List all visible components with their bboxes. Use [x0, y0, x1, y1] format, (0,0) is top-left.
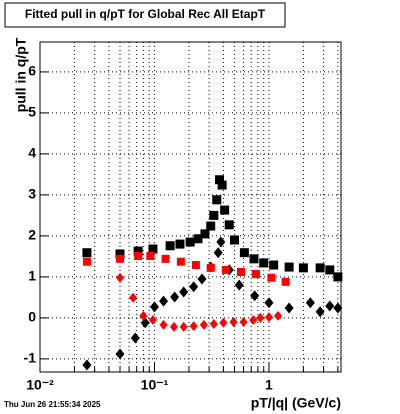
footer-timestamp: Thu Jun 26 21:55:34 2025	[4, 400, 101, 409]
data-point	[189, 281, 199, 293]
data-point	[148, 244, 158, 254]
data-point	[82, 359, 92, 371]
data-point	[298, 263, 308, 273]
data-point	[82, 248, 92, 258]
data-point	[149, 301, 159, 313]
data-point	[200, 229, 210, 239]
data-point	[217, 180, 227, 190]
data-point	[250, 290, 260, 302]
data-point	[189, 321, 198, 332]
data-point	[209, 210, 219, 220]
data-point	[165, 241, 175, 251]
y-tick-label: 5	[28, 104, 36, 120]
data-point	[333, 272, 343, 282]
x-axis-label: pT/|q| (GeV/c)	[251, 395, 341, 411]
data-point	[315, 306, 325, 318]
y-tick-label: 6	[28, 63, 36, 79]
data-point	[148, 314, 157, 325]
data-point	[185, 237, 195, 247]
data-point	[274, 310, 283, 321]
data-point	[116, 254, 125, 263]
y-tick-label: 1	[28, 268, 36, 284]
x-tick-label: 10⁻²	[26, 377, 54, 393]
data-point	[179, 321, 188, 332]
data-point	[249, 314, 258, 325]
data-point	[239, 248, 249, 258]
data-point	[229, 316, 238, 327]
y-tick-label: 3	[28, 186, 36, 202]
data-point	[146, 251, 155, 260]
data-point	[115, 348, 125, 360]
data-point	[130, 332, 140, 344]
data-point	[315, 263, 325, 273]
data-point	[197, 273, 207, 285]
data-point	[333, 302, 343, 314]
data-point	[176, 257, 185, 266]
data-point	[259, 258, 269, 268]
data-point	[251, 270, 260, 279]
chart-title: Fitted pull in q/pT for Global Rec All E…	[25, 7, 266, 21]
data-point	[234, 279, 244, 291]
data-point	[216, 236, 226, 248]
y-tick-label: 4	[28, 145, 36, 161]
data-point	[115, 249, 125, 259]
data-point	[213, 247, 223, 259]
data-point	[212, 195, 222, 205]
data-point	[159, 295, 169, 307]
data-point	[219, 317, 228, 328]
x-tick-label: 10⁻¹	[141, 377, 169, 393]
x-tick-label: 1	[265, 377, 273, 393]
data-point	[206, 221, 216, 231]
data-point	[179, 286, 189, 298]
data-point	[221, 265, 230, 274]
data-point	[206, 263, 215, 272]
data-point	[193, 234, 203, 244]
data-point	[209, 319, 218, 330]
y-axis-label: pull in q/pT	[13, 37, 29, 112]
title-box	[4, 2, 286, 28]
plot-frame	[39, 41, 342, 373]
data-point	[199, 319, 208, 330]
data-point	[256, 312, 265, 323]
data-point	[237, 267, 246, 276]
data-point	[229, 235, 239, 245]
data-point	[220, 205, 230, 215]
y-tick-label: 0	[28, 309, 36, 325]
data-point	[139, 310, 148, 321]
data-point	[116, 272, 125, 283]
data-point	[129, 292, 138, 303]
data-point	[267, 273, 276, 282]
data-point	[170, 291, 180, 303]
data-point	[133, 246, 143, 256]
data-point	[269, 260, 279, 270]
data-point	[284, 262, 294, 272]
data-point	[134, 251, 143, 260]
data-point	[284, 302, 294, 314]
data-point	[264, 297, 274, 309]
data-point	[169, 321, 178, 332]
data-point	[215, 175, 225, 185]
data-point	[239, 316, 248, 327]
data-point	[264, 312, 273, 323]
y-tick-label: 2	[28, 227, 36, 243]
data-point	[82, 257, 91, 266]
data-point	[325, 300, 335, 312]
data-point	[191, 261, 200, 270]
data-point	[224, 220, 234, 230]
data-point	[249, 254, 259, 264]
data-point	[159, 319, 168, 330]
data-point	[325, 265, 335, 275]
y-tick-label: -1	[24, 350, 37, 366]
data-point	[281, 277, 290, 286]
data-point	[305, 297, 315, 309]
data-point	[161, 254, 170, 263]
data-point	[175, 239, 185, 249]
